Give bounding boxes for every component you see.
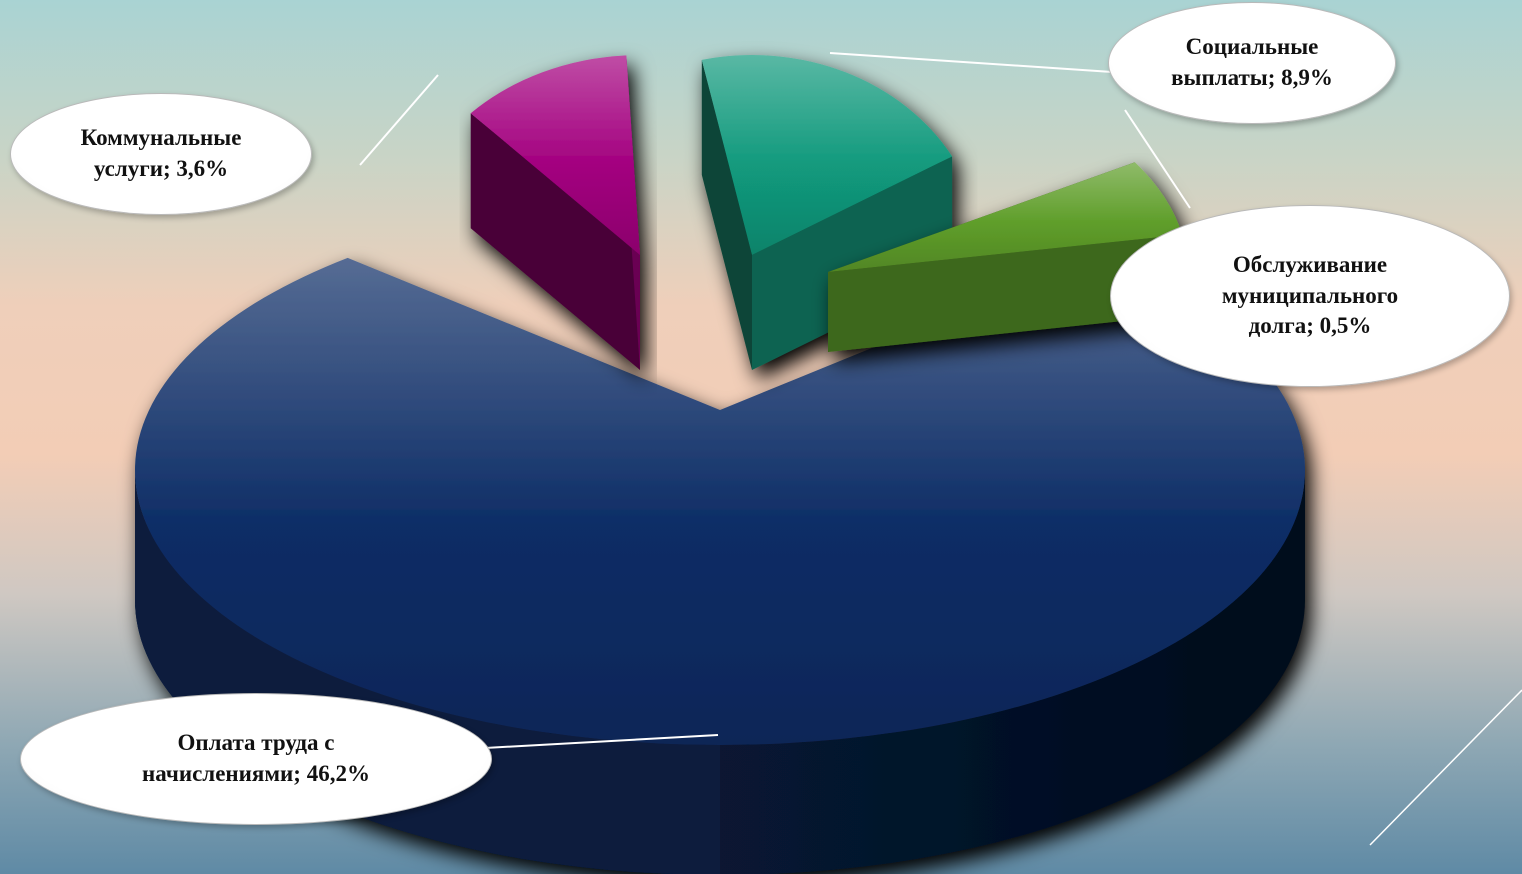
slice-communal-wall-left (470, 113, 640, 370)
slice-municipal-debt (828, 162, 1183, 352)
label-communal-line1: Коммунальные (80, 125, 242, 151)
slice-communal (470, 55, 640, 371)
label-salary-line1: Оплата труда с (177, 730, 335, 756)
label-salary: Оплата труда с начислениями; 46,2% (20, 693, 492, 825)
leader-salary (484, 734, 719, 749)
label-municipal-debt: Обслуживание муниципального долга; 0,5% (1110, 205, 1510, 387)
label-social-line1: Социальные (1185, 34, 1319, 60)
leader-social (829, 52, 1113, 73)
slice-salary-top (135, 257, 1305, 745)
label-social-line2: выплаты; 8,9% (1171, 65, 1333, 90)
slice-social-wall-left (701, 59, 752, 371)
label-social-payments: Социальные выплаты; 8,9% (1108, 2, 1396, 124)
label-salary-line2: начислениями; 46,2% (142, 761, 370, 786)
slice-municipal-debt-wall-right (828, 234, 1183, 352)
slice-social-wall-right (752, 156, 953, 370)
label-debt-line2: муниципального (1221, 282, 1399, 308)
slice-social-top (701, 54, 953, 255)
slice-communal-top (470, 55, 640, 255)
decorative-line (1369, 689, 1522, 846)
leader-debt (1124, 109, 1191, 209)
label-debt-line1: Обслуживание (1232, 252, 1388, 278)
label-communal-line2: услуги; 3,6% (93, 156, 229, 181)
label-communal-services: Коммунальные услуги; 3,6% (10, 93, 312, 215)
leader-communal (359, 74, 439, 166)
slice-social (701, 54, 953, 371)
slice-municipal-debt-top (828, 162, 1183, 272)
label-debt-line3: долга; 0,5% (1248, 313, 1372, 339)
